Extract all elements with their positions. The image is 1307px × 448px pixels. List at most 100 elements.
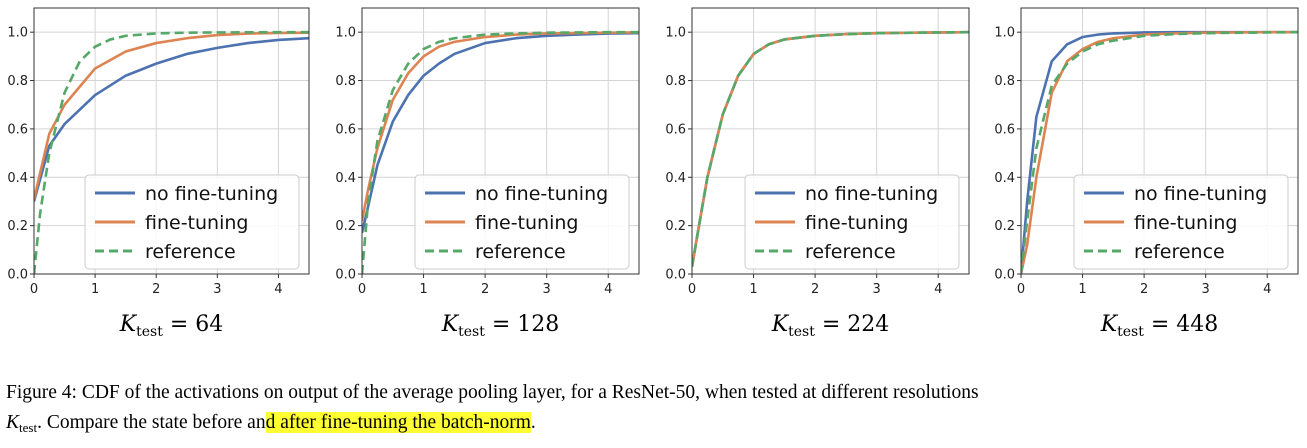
caption-text-3: . bbox=[530, 412, 536, 433]
caption-value: = 224 bbox=[815, 312, 889, 337]
y-tick-label: 0.2 bbox=[994, 219, 1015, 234]
y-tick-label: 0.0 bbox=[7, 268, 28, 283]
series-line-fine-tuning bbox=[1021, 30, 1298, 274]
figure-charts: 0 1 2 3 4 0.0 0.2 0.4 0.6 0.8 1.0 no fine-tuning fin… bbox=[7, 7, 1299, 340]
caption-highlight: d after fine-tuning the batch-norm bbox=[265, 412, 531, 433]
legend-label: fine-tuning bbox=[805, 212, 908, 234]
y-tick-label: 1.0 bbox=[7, 26, 28, 41]
legend-label: no fine-tuning bbox=[145, 183, 278, 205]
legend: no fine-tuning fine-tuning reference bbox=[1073, 174, 1289, 270]
panel-caption: Ktest = 64 bbox=[119, 312, 224, 340]
legend-box bbox=[414, 174, 630, 270]
x-tick-label: 0 bbox=[688, 282, 696, 297]
panel-caption: Ktest = 448 bbox=[1100, 312, 1219, 340]
cdf-chart-grid: 0 1 2 3 4 0.0 0.2 0.4 0.6 0.8 1.0 no fine-tuning fin… bbox=[7, 7, 1299, 340]
x-tick-label: 4 bbox=[604, 282, 612, 297]
chart-panel-4: 0 1 2 3 4 0.0 0.2 0.4 0.6 0.8 1.0 no fine-tuning fin… bbox=[994, 7, 1299, 340]
y-tick-label: 0.8 bbox=[335, 74, 356, 89]
figure-caption: Figure 4: CDF of the activations on outp… bbox=[6, 378, 1306, 443]
series-line-reference bbox=[34, 30, 309, 274]
legend-label: reference bbox=[1134, 241, 1225, 263]
legend-label: reference bbox=[145, 241, 236, 263]
y-tick-label: 0.2 bbox=[665, 219, 686, 234]
y-tick-label: 0.4 bbox=[335, 171, 356, 186]
y-tick-label: 0.6 bbox=[665, 122, 686, 137]
caption-k-sub: test bbox=[19, 420, 38, 435]
y-tick-label: 0.4 bbox=[665, 171, 686, 186]
y-tick-label: 0.0 bbox=[665, 268, 686, 283]
series-line-no-fine-tuning bbox=[34, 36, 309, 202]
caption-k-var: K bbox=[6, 412, 20, 433]
y-tick-label: 0.8 bbox=[7, 74, 28, 89]
axes-frame bbox=[1020, 7, 1299, 275]
x-tick-label: 0 bbox=[358, 282, 366, 297]
legend-label: no fine-tuning bbox=[1134, 183, 1267, 205]
x-tick-label: 0 bbox=[1017, 282, 1025, 297]
series-line-reference bbox=[1021, 30, 1298, 274]
y-tick-label: 0.4 bbox=[7, 171, 28, 186]
x-tick-label: 2 bbox=[481, 282, 489, 297]
panel-caption: Ktest = 128 bbox=[441, 312, 560, 340]
caption-var: K bbox=[119, 312, 138, 337]
legend-label: no fine-tuning bbox=[475, 183, 608, 205]
x-tick-label: 3 bbox=[873, 282, 881, 297]
x-tick-label: 1 bbox=[419, 282, 427, 297]
caption-sub: test bbox=[136, 324, 163, 340]
y-tick-label: 0.4 bbox=[994, 171, 1015, 186]
legend-box bbox=[744, 174, 960, 270]
y-tick-label: 0.6 bbox=[7, 122, 28, 137]
x-tick-label: 3 bbox=[1202, 282, 1210, 297]
legend-box bbox=[1073, 174, 1289, 270]
y-tick-label: 1.0 bbox=[994, 26, 1015, 41]
x-tick-label: 4 bbox=[1263, 282, 1271, 297]
axes-frame bbox=[33, 7, 310, 275]
caption-sub: test bbox=[788, 324, 815, 340]
legend-label: fine-tuning bbox=[475, 212, 578, 234]
legend: no fine-tuning fine-tuning reference bbox=[744, 174, 960, 270]
caption-lead: Figure 4: bbox=[6, 382, 77, 403]
y-tick-label: 0.6 bbox=[335, 122, 356, 137]
legend-label: fine-tuning bbox=[145, 212, 248, 234]
x-tick-label: 1 bbox=[91, 282, 99, 297]
legend-label: reference bbox=[805, 241, 896, 263]
y-tick-label: 0.6 bbox=[994, 122, 1015, 137]
axes-frame bbox=[691, 7, 970, 275]
legend: no fine-tuning fine-tuning reference bbox=[414, 174, 630, 270]
caption-text-1: CDF of the activations on output of the … bbox=[76, 382, 979, 403]
legend-label: fine-tuning bbox=[1134, 212, 1237, 234]
x-tick-label: 2 bbox=[152, 282, 160, 297]
caption-value: = 128 bbox=[485, 312, 559, 337]
x-tick-label: 1 bbox=[1078, 282, 1086, 297]
caption-text-2: . Compare the state before an bbox=[37, 412, 266, 433]
legend-label: reference bbox=[475, 241, 566, 263]
caption-value: = 448 bbox=[1144, 312, 1218, 337]
legend: no fine-tuning fine-tuning reference bbox=[84, 174, 300, 270]
legend-label: no fine-tuning bbox=[805, 183, 938, 205]
axes-frame bbox=[361, 7, 640, 275]
x-tick-label: 3 bbox=[543, 282, 551, 297]
y-tick-label: 1.0 bbox=[335, 26, 356, 41]
x-tick-label: 4 bbox=[934, 282, 942, 297]
caption-var: K bbox=[441, 312, 460, 337]
caption-value: = 64 bbox=[163, 312, 223, 337]
x-tick-label: 2 bbox=[811, 282, 819, 297]
chart-panel-1: 0 1 2 3 4 0.0 0.2 0.4 0.6 0.8 1.0 no fine-tuning fin… bbox=[7, 7, 310, 340]
y-tick-label: 0.8 bbox=[994, 74, 1015, 89]
y-tick-label: 1.0 bbox=[665, 26, 686, 41]
x-tick-label: 0 bbox=[30, 282, 38, 297]
x-tick-label: 3 bbox=[213, 282, 221, 297]
y-tick-label: 0.0 bbox=[335, 268, 356, 283]
x-tick-label: 4 bbox=[274, 282, 282, 297]
panel-caption: Ktest = 224 bbox=[771, 312, 890, 340]
caption-sub: test bbox=[458, 324, 485, 340]
chart-panel-3: 0 1 2 3 4 0.0 0.2 0.4 0.6 0.8 1.0 no fine-tuning fin… bbox=[665, 7, 970, 340]
caption-var: K bbox=[1100, 312, 1119, 337]
caption-var: K bbox=[771, 312, 790, 337]
y-tick-label: 0.8 bbox=[665, 74, 686, 89]
chart-panel-2: 0 1 2 3 4 0.0 0.2 0.4 0.6 0.8 1.0 no fine-tuning fin… bbox=[335, 7, 640, 340]
y-tick-label: 0.2 bbox=[335, 219, 356, 234]
x-tick-label: 1 bbox=[749, 282, 757, 297]
series-line-reference bbox=[362, 30, 639, 274]
series-line-reference bbox=[692, 30, 969, 267]
series-line-no-fine-tuning bbox=[362, 31, 639, 234]
